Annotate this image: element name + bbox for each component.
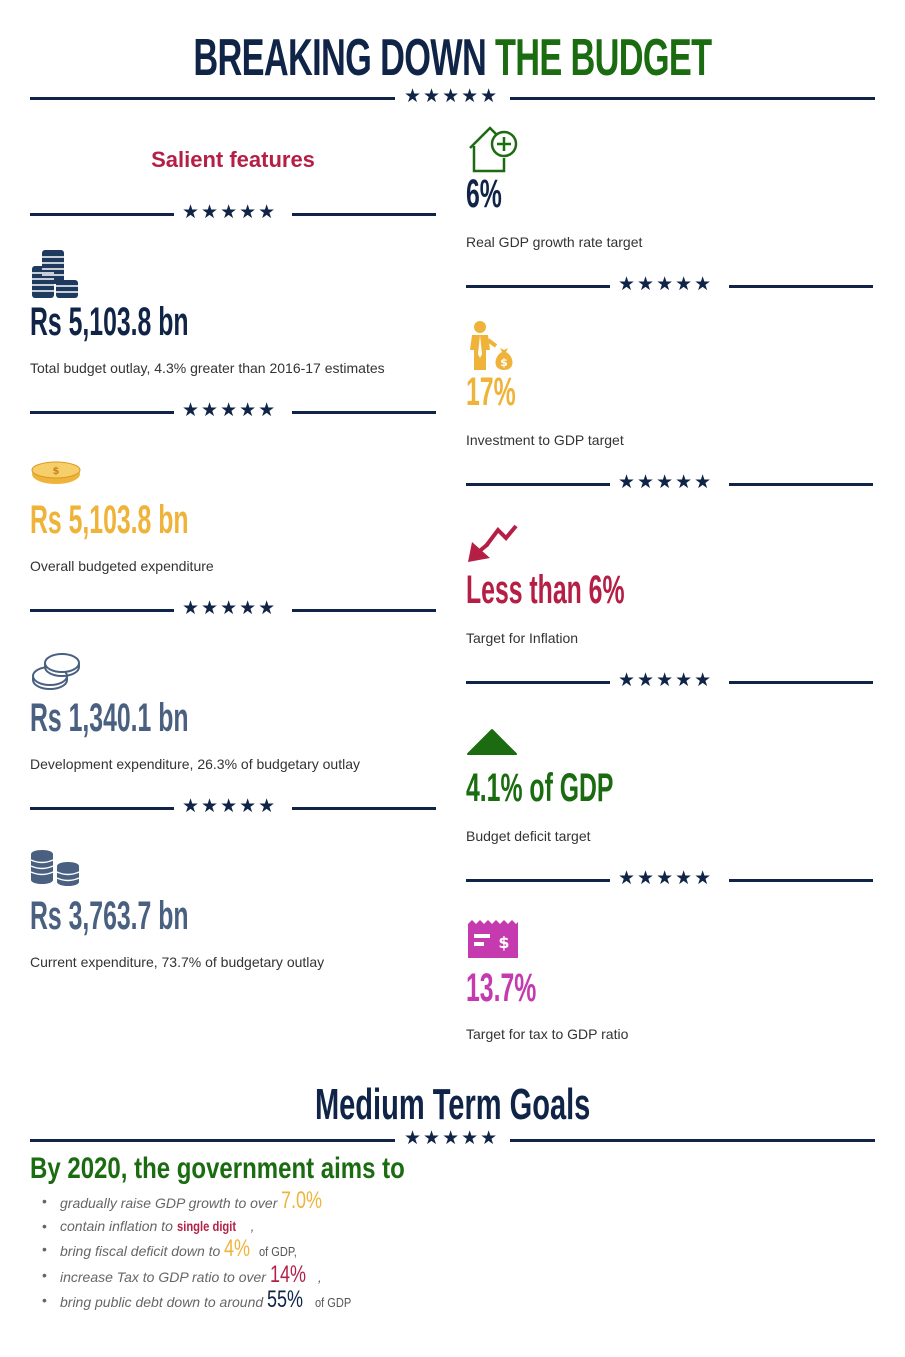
divider: ★★★★★ <box>30 85 875 108</box>
metric-description: Current expenditure, 73.7% of budgetary … <box>30 954 325 970</box>
metric-description: Budget deficit target <box>466 828 591 844</box>
divider: ★★★★★ <box>466 273 873 296</box>
svg-text:$: $ <box>500 356 508 369</box>
goals-lead: By 2020, the government aims to <box>30 1152 405 1185</box>
coin-stacks-icon <box>30 248 80 303</box>
list-item: gradually raise GDP growth to over 7.0% <box>42 1189 358 1213</box>
metric-value: 6% <box>466 172 502 216</box>
metric-value: 4.1% of GDP <box>466 766 614 810</box>
svg-text:$: $ <box>53 466 60 477</box>
metric-value: 17% <box>466 370 516 414</box>
list-item: bring fiscal deficit down to 4% of GDP, <box>42 1237 358 1261</box>
metric-value: Rs 5,103.8 bn <box>30 498 189 542</box>
divider: ★★★★★ <box>466 867 873 890</box>
divider: ★★★★★ <box>30 201 436 224</box>
divider: ★★★★★ <box>30 399 436 422</box>
title-part-2: THE BUDGET <box>495 29 712 87</box>
metric-description: Overall budgeted expenditure <box>30 558 214 574</box>
metric-description: Total budget outlay, 4.3% greater than 2… <box>30 360 385 376</box>
receipt-dollar-icon: $ <box>466 920 520 965</box>
metric-value: Rs 3,763.7 bn <box>30 894 189 938</box>
section-subtitle: Salient features <box>151 147 315 172</box>
metric-value: Less than 6% <box>466 568 625 612</box>
metric-description: Development expenditure, 26.3% of budget… <box>30 756 360 772</box>
list-item: contain inflation to single digit, <box>42 1217 358 1235</box>
gold-coin-icon: $ <box>30 460 82 491</box>
metric-value: Rs 5,103.8 bn <box>30 300 189 344</box>
goals-title: Medium Term Goals <box>314 1080 591 1129</box>
metric-description: Target for Inflation <box>466 630 579 646</box>
house-plus-icon <box>466 124 520 179</box>
two-coins-icon <box>30 650 82 695</box>
page-title: BREAKING DOWN THE BUDGET <box>0 28 905 88</box>
metric-description: Real GDP growth rate target <box>466 234 643 250</box>
metric-value: Rs 1,340.1 bn <box>30 696 189 740</box>
metric-description: Investment to GDP target <box>466 432 624 448</box>
coin-piles-icon <box>30 848 82 893</box>
up-triangle-icon <box>466 728 518 761</box>
divider: ★★★★★ <box>30 795 436 818</box>
divider: ★★★★★ <box>466 669 873 692</box>
goals-list: gradually raise GDP growth to over 7.0% … <box>42 1189 358 1317</box>
down-trend-arrow-icon <box>466 522 520 571</box>
divider: ★★★★★ <box>30 597 436 620</box>
metric-value: 13.7% <box>466 966 537 1010</box>
list-item: increase Tax to GDP ratio to over 14%, <box>42 1263 358 1287</box>
list-item: bring public debt down to around 55% of … <box>42 1288 358 1312</box>
divider: ★★★★★ <box>30 1127 875 1150</box>
investor-moneybag-icon: $ <box>466 320 518 377</box>
divider: ★★★★★ <box>466 471 873 494</box>
svg-text:$: $ <box>498 933 509 952</box>
metric-description: Target for tax to GDP ratio <box>466 1026 629 1042</box>
title-part-1: BREAKING DOWN <box>193 29 487 87</box>
